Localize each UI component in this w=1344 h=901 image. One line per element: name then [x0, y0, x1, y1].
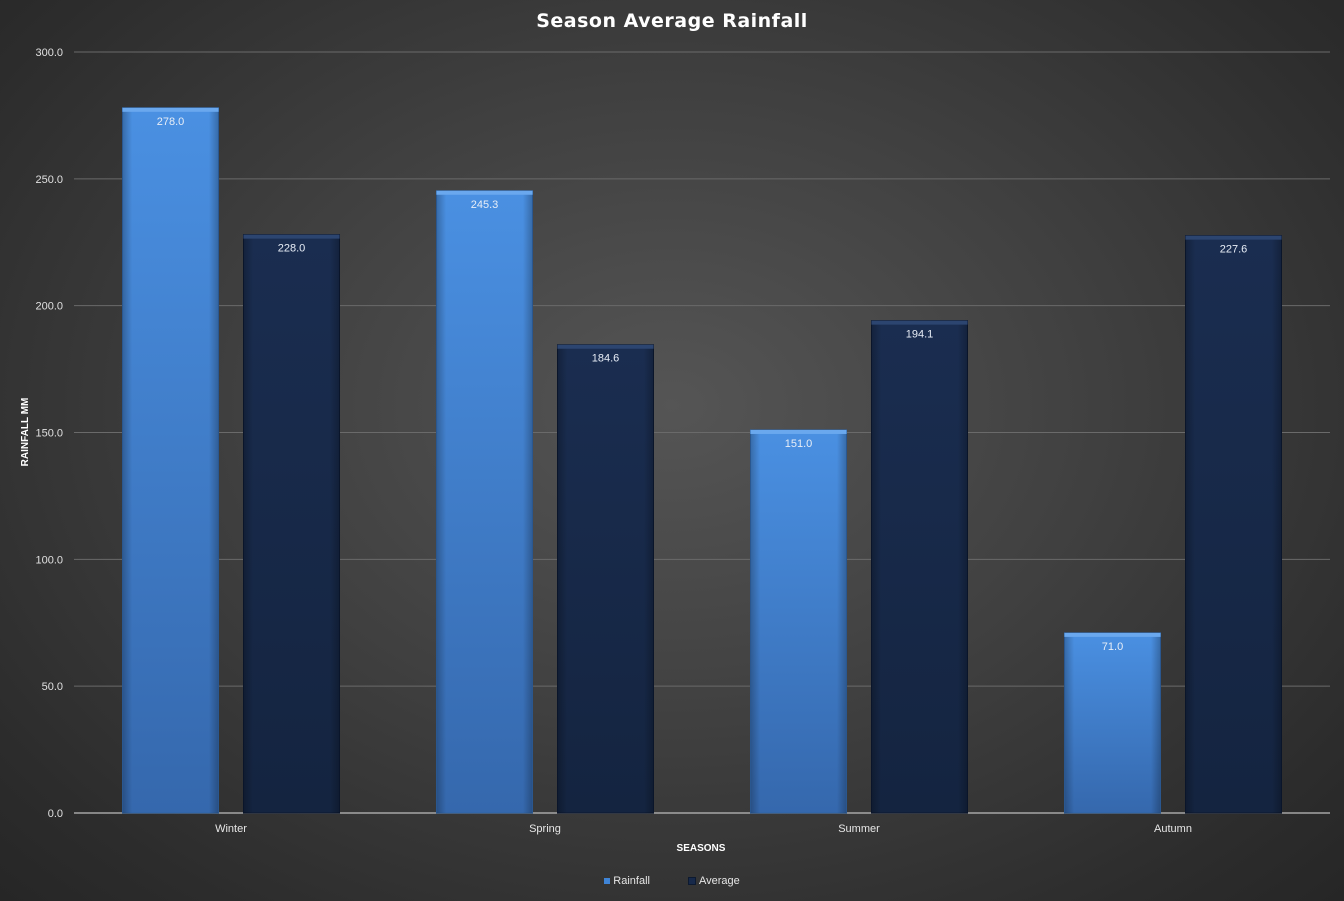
bar-cap-rainfall-spring — [436, 190, 533, 195]
y-tick-label: 150.0 — [35, 428, 63, 440]
legend-swatch-rainfall — [604, 878, 611, 884]
y-tick-label: 100.0 — [35, 554, 63, 566]
bar-shade-rainfall-summer — [750, 429, 847, 813]
bar-shade-average-summer — [871, 320, 968, 813]
data-label-average-autumn: 227.6 — [1220, 244, 1248, 256]
bar-shade-average-winter — [243, 234, 340, 813]
data-label-average-summer: 194.1 — [906, 329, 934, 341]
bar-cap-average-autumn — [1185, 235, 1282, 240]
legend-item-rainfall: Rainfall — [604, 875, 650, 887]
bar-shade-rainfall-winter — [122, 107, 219, 814]
y-axis-title: RAINFALL MM — [20, 398, 31, 467]
legend-item-average: Average — [687, 875, 740, 887]
chart-title: Season Average Rainfall — [536, 10, 808, 32]
legend-swatch-average — [687, 877, 696, 885]
bar-cap-average-winter — [243, 234, 340, 239]
bar-cap-average-spring — [557, 344, 654, 349]
y-tick-label: 50.0 — [42, 681, 63, 693]
y-tick-label: 0.0 — [48, 808, 63, 820]
data-label-average-winter: 228.0 — [278, 243, 306, 255]
x-axis-title: SEASONS — [677, 843, 726, 854]
data-label-rainfall-winter: 278.0 — [157, 116, 185, 128]
data-label-average-spring: 184.6 — [592, 353, 620, 365]
y-tick-label: 200.0 — [35, 301, 63, 313]
x-tick-label-summer: Summer — [838, 823, 880, 835]
data-label-rainfall-spring: 245.3 — [471, 199, 499, 211]
bar-cap-rainfall-autumn — [1064, 632, 1161, 637]
legend-label-rainfall: Rainfall — [613, 875, 650, 887]
bar-shade-average-autumn — [1185, 235, 1282, 813]
x-tick-label-autumn: Autumn — [1154, 823, 1192, 835]
y-tick-label: 250.0 — [35, 174, 63, 186]
bar-cap-rainfall-summer — [750, 429, 847, 434]
data-label-rainfall-summer: 151.0 — [785, 438, 813, 450]
bar-shade-rainfall-autumn — [1064, 632, 1161, 813]
bar-cap-average-summer — [871, 320, 968, 325]
bar-shade-average-spring — [557, 344, 654, 813]
chart-legend: Rainfall Average — [0, 875, 1344, 887]
legend-label-average: Average — [698, 875, 740, 887]
y-tick-label: 300.0 — [35, 47, 63, 59]
x-tick-label-spring: Spring — [529, 823, 561, 835]
bar-cap-rainfall-winter — [122, 107, 219, 112]
data-label-rainfall-autumn: 71.0 — [1102, 641, 1123, 653]
x-tick-label-winter: Winter — [215, 823, 247, 835]
bar-shade-rainfall-spring — [436, 190, 533, 813]
